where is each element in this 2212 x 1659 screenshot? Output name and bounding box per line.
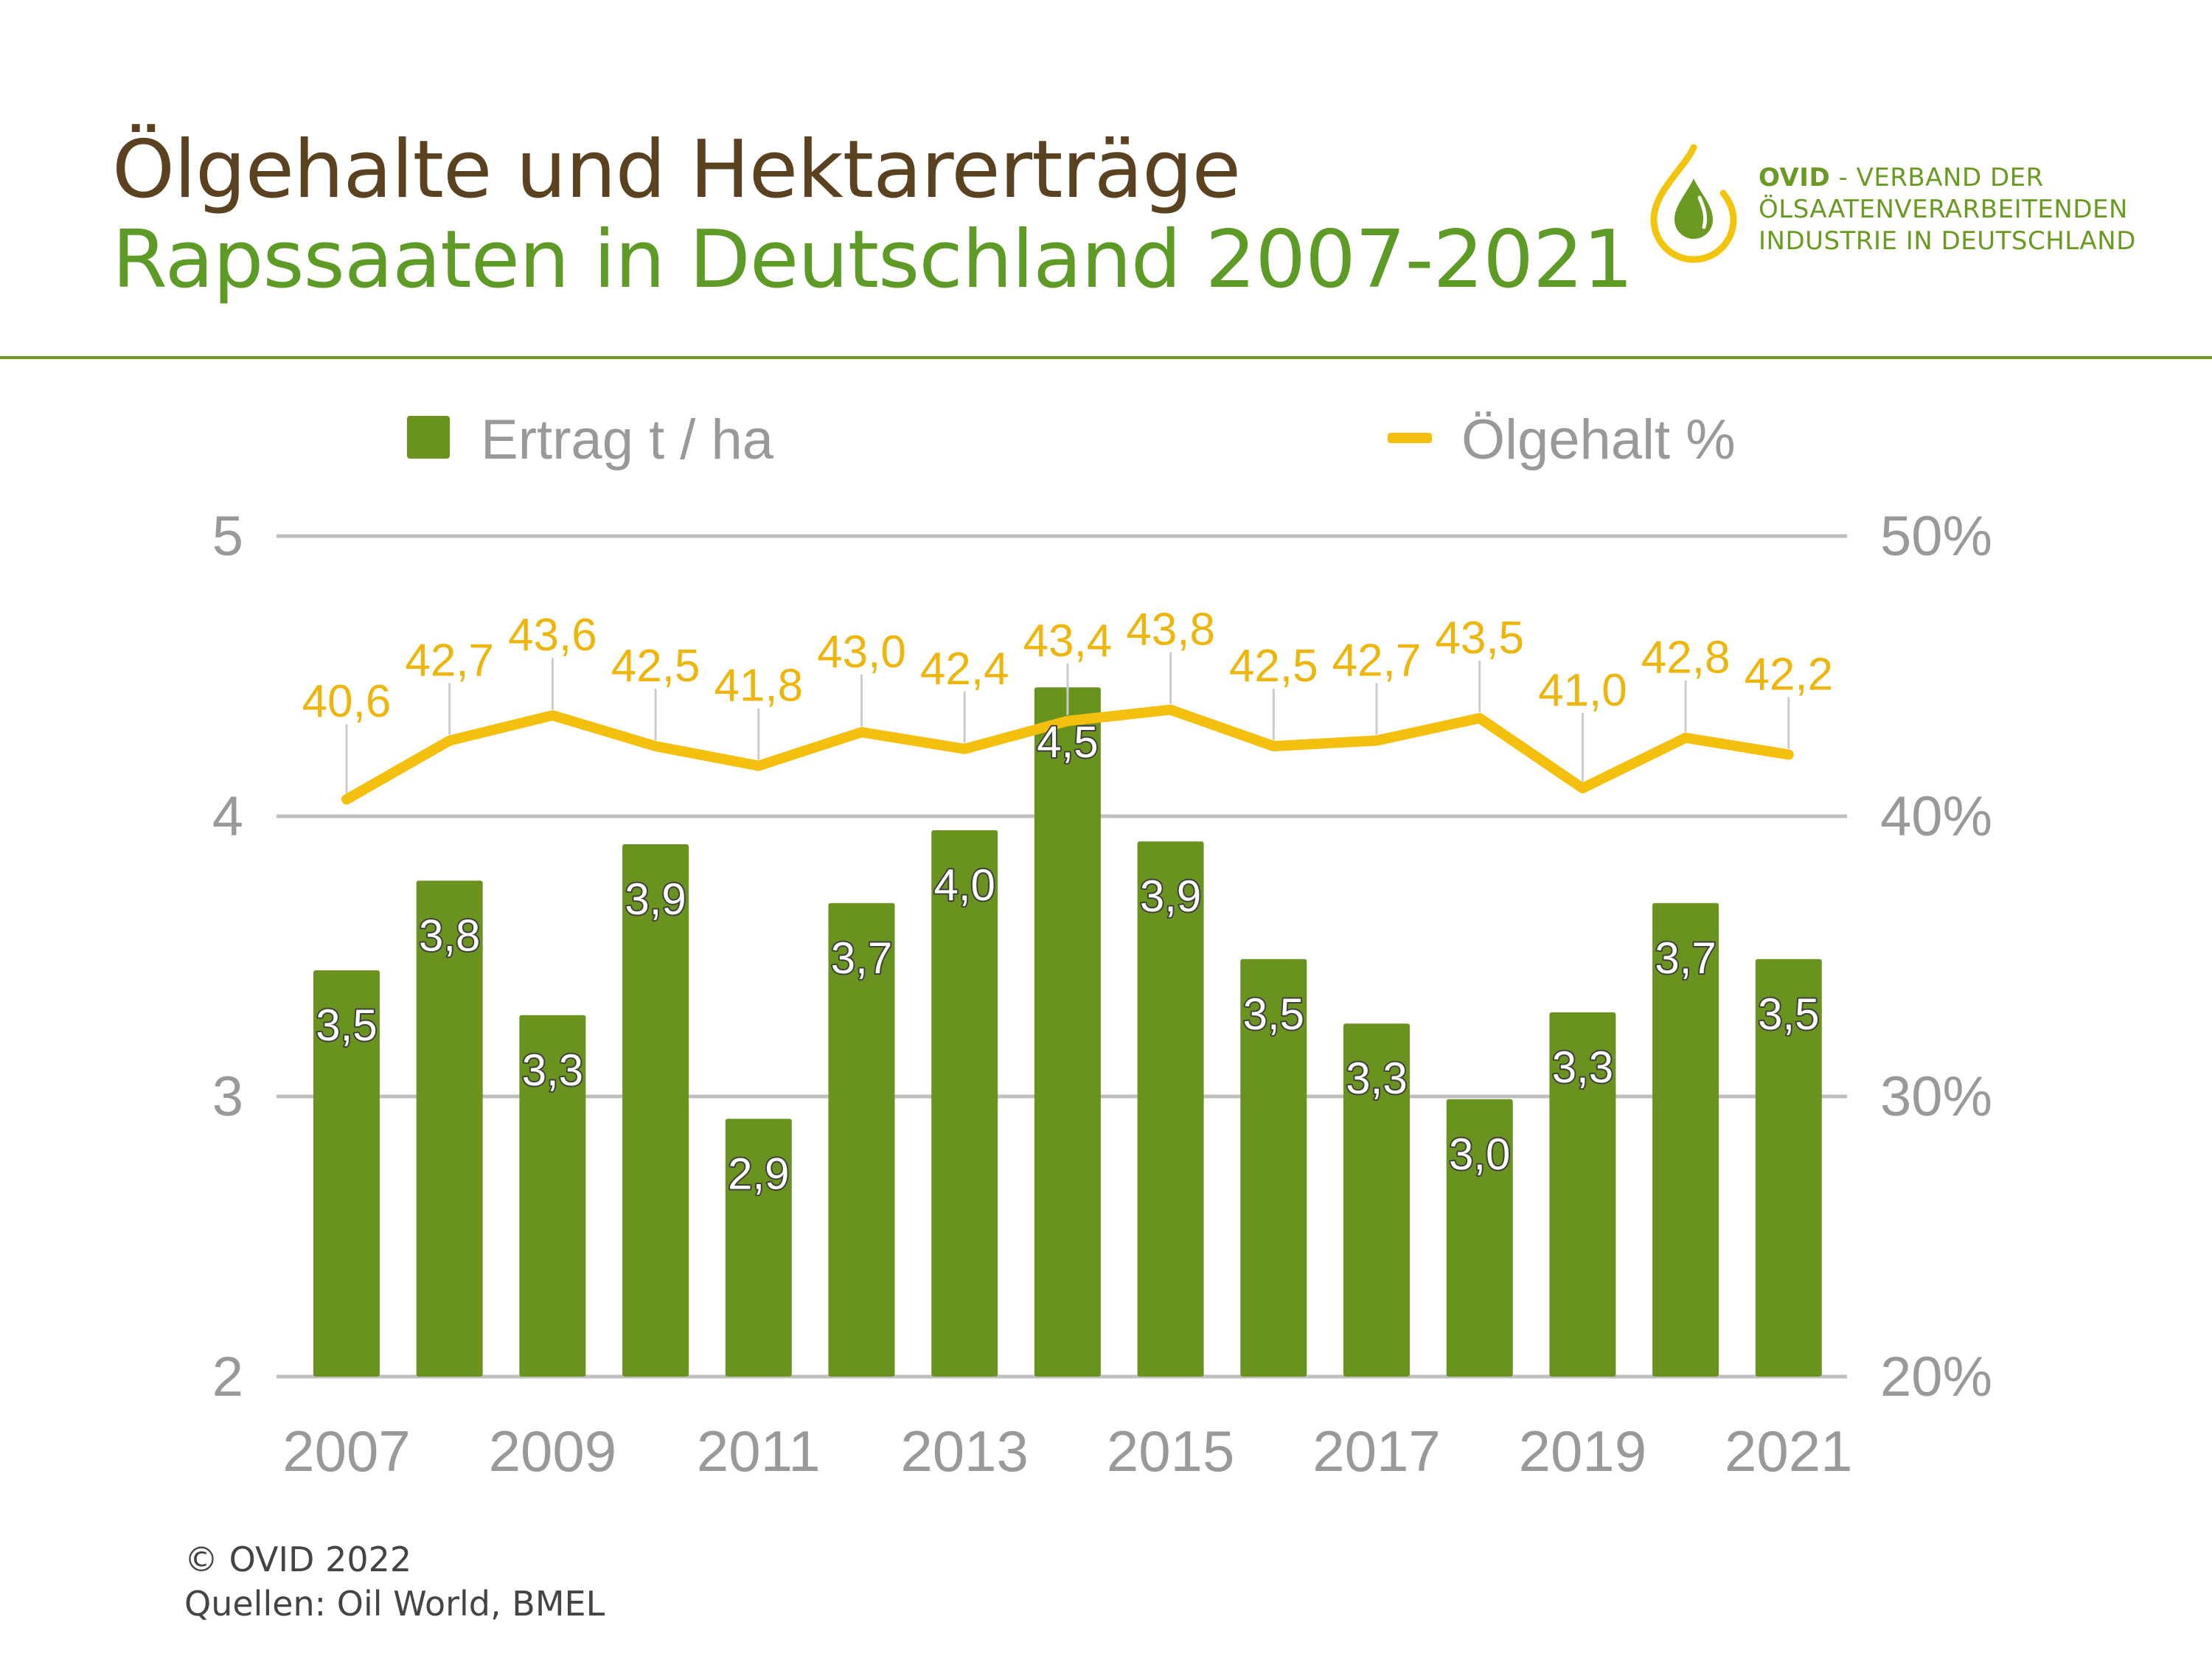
oil-drop-icon	[1650, 144, 1737, 263]
y-right-tick-label: 40%	[1880, 785, 1992, 848]
page-title: Ölgehalte und Hektarerträge	[112, 124, 1241, 216]
footer: © OVID 2022 Quellen: Oil World, BMEL	[184, 1537, 605, 1626]
bar	[828, 902, 895, 1377]
x-tick-label: 2013	[900, 1419, 1029, 1484]
bar	[931, 830, 998, 1377]
bar-data-label: 3,9	[1140, 872, 1201, 921]
bar	[1240, 959, 1307, 1377]
line-data-label: 41,0	[1538, 665, 1627, 716]
bar	[416, 880, 483, 1377]
line-data-label: 42,7	[405, 635, 494, 686]
line-data-label: 42,2	[1744, 649, 1833, 700]
line-data-label: 42,8	[1641, 633, 1731, 684]
header-divider	[0, 356, 2212, 359]
data-labels: 40,6 42,7 43,6 42,5 41,8 43,0 42,4 43,4 43,8 42,5…	[299, 601, 1837, 1200]
x-tick-label: 2011	[697, 1419, 821, 1484]
ovid-logo: OVID - VERBAND DER ÖLSAATENVERARBEITENDE…	[1648, 140, 2179, 265]
x-tick-label: 2017	[1312, 1419, 1441, 1484]
bar-data-label: 4,5	[1037, 717, 1098, 767]
line-data-label: 42,4	[920, 644, 1009, 695]
legend-line-label: Ölgehalt %	[1461, 408, 1736, 471]
axes: 2 20% 3 30% 4 40% 5 50% 2007 2009 2011 2013 2015 2017…	[212, 505, 1992, 1484]
bar-data-label: 2,9	[728, 1149, 789, 1198]
bar	[1652, 902, 1719, 1377]
x-tick-label: 2021	[1725, 1419, 1853, 1484]
bar-data-label: 4,0	[933, 860, 995, 910]
page-subtitle: Rapssaaten in Deutschland 2007-2021	[112, 214, 1633, 306]
bar-data-label: 3,5	[316, 1001, 377, 1050]
y-left-tick-label: 2	[212, 1346, 243, 1408]
bar	[1137, 841, 1204, 1377]
bar-data-label: 3,3	[1346, 1054, 1407, 1103]
line-data-label: 40,6	[302, 676, 392, 727]
oil-content-line	[341, 704, 1794, 805]
copyright: © OVID 2022	[184, 1540, 412, 1579]
oil-content-line-group	[341, 704, 1794, 805]
bar	[519, 1015, 586, 1377]
line-data-label: 43,6	[508, 610, 597, 661]
bar	[1034, 687, 1101, 1377]
logo-brand: OVID	[1759, 163, 1831, 192]
logo-text: OVID - VERBAND DER ÖLSAATENVERARBEITENDE…	[1759, 162, 2136, 257]
line-data-label: 42,5	[611, 641, 700, 692]
y-right-tick-label: 50%	[1880, 505, 1992, 568]
logo-line2: ÖLSAATENVERARBEITENDEN	[1759, 195, 2128, 224]
x-tick-label: 2015	[1107, 1419, 1235, 1484]
bar-data-label: 3,9	[625, 874, 686, 924]
bar	[1549, 1012, 1616, 1377]
line-data-label: 42,5	[1229, 641, 1318, 692]
y-left-tick-label: 5	[212, 505, 243, 568]
bar-data-label: 3,0	[1449, 1130, 1510, 1179]
line-data-label: 43,5	[1435, 613, 1524, 664]
legend-bar-swatch	[407, 416, 450, 459]
bar-data-label: 3,5	[1758, 990, 1819, 1039]
bar-data-label: 3,7	[831, 933, 892, 983]
line-data-label: 43,8	[1126, 605, 1215, 655]
bar	[725, 1119, 792, 1377]
y-right-tick-label: 20%	[1880, 1346, 1992, 1408]
legend-bar-label: Ertrag t / ha	[481, 408, 774, 471]
bar-data-label: 3,7	[1655, 933, 1716, 983]
line-data-label: 43,4	[1023, 616, 1113, 667]
sources: Quellen: Oil World, BMEL	[184, 1584, 605, 1624]
y-right-tick-label: 30%	[1880, 1065, 1992, 1128]
bar-data-label: 3,5	[1243, 990, 1304, 1039]
bar-data-label: 3,3	[1552, 1043, 1613, 1092]
x-tick-label: 2007	[282, 1419, 411, 1484]
bars	[313, 687, 1822, 1377]
bar	[1343, 1023, 1410, 1377]
bar-data-label: 3,3	[522, 1046, 583, 1095]
legend-line-swatch	[1388, 433, 1432, 443]
y-left-tick-label: 3	[212, 1065, 243, 1128]
x-tick-label: 2019	[1519, 1419, 1647, 1484]
bar	[1755, 959, 1822, 1377]
line-data-label: 42,7	[1332, 635, 1422, 686]
bar	[313, 970, 380, 1377]
x-tick-label: 2009	[489, 1419, 617, 1484]
bar	[622, 844, 689, 1377]
logo-line1: - VERBAND DER	[1830, 163, 2044, 192]
bar-data-label: 3,8	[419, 911, 480, 960]
line-data-label: 41,8	[714, 661, 803, 712]
y-left-tick-label: 4	[212, 785, 243, 848]
bar	[1446, 1099, 1513, 1377]
legend: Ertrag t / ha Ölgehalt %	[407, 408, 1736, 471]
line-data-label: 43,0	[817, 627, 906, 678]
logo-line3: INDUSTRIE IN DEUTSCHLAND	[1759, 226, 2136, 256]
